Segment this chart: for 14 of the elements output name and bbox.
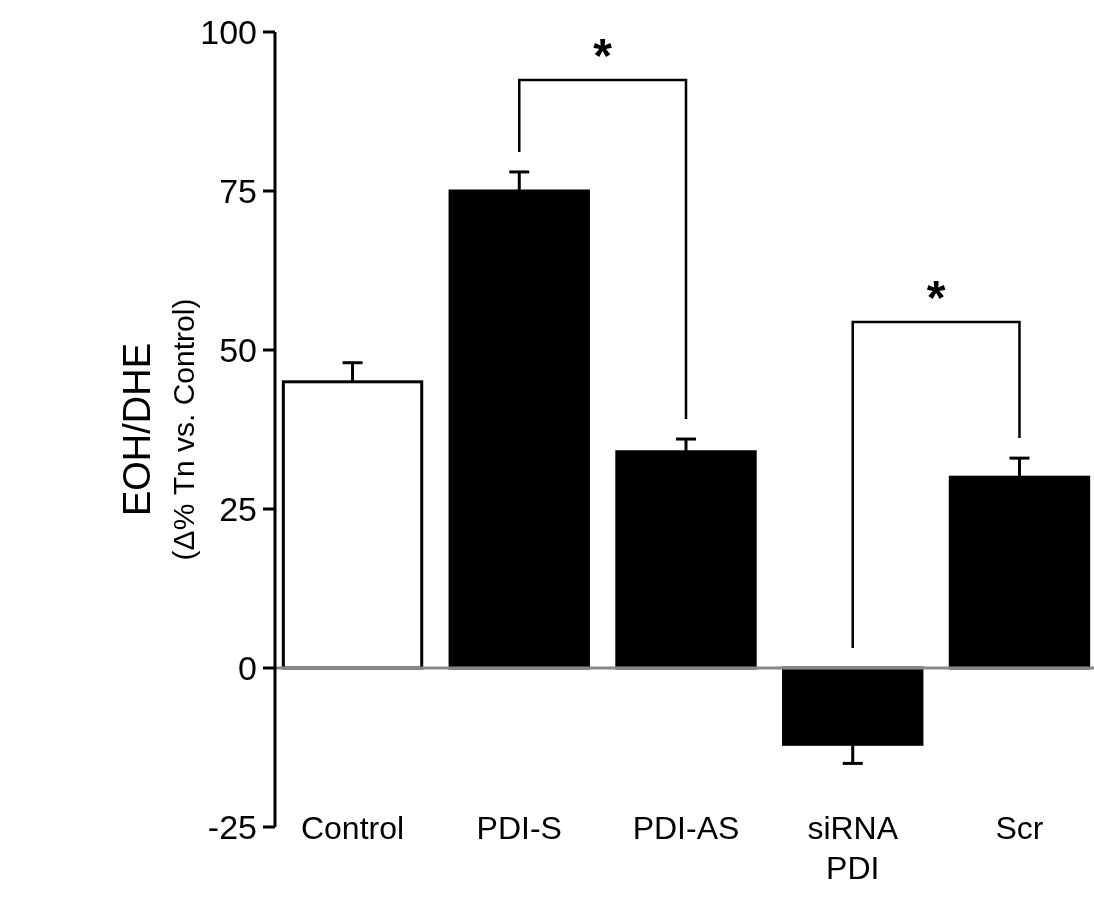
- y-tick-label: 0: [238, 648, 257, 687]
- y-tick-label: 100: [200, 12, 257, 51]
- x-tick-label: PDI-AS: [632, 810, 740, 846]
- annotation: *: [593, 28, 613, 82]
- x-tick-label: PDI-S: [476, 810, 562, 846]
- y-axis-title: EOH/DHE (Δ% Tn vs. Control): [116, 298, 200, 561]
- y-tick-label: -25: [207, 807, 257, 846]
- x-tick-label: Scr: [995, 810, 1044, 846]
- x-tick-label: Control: [300, 810, 405, 846]
- y-tick-label: 50: [219, 330, 257, 369]
- x-tick-label: siRNA PDI: [807, 810, 899, 886]
- y-tick-label: 75: [219, 171, 257, 210]
- annotation: *: [926, 271, 946, 325]
- y-tick-label: 25: [219, 489, 257, 528]
